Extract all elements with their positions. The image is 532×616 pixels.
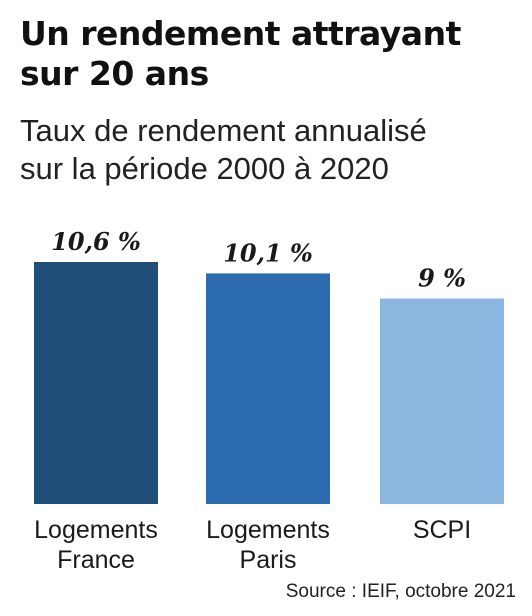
bar-value-label-2: 10,1 % [223,238,313,267]
chart-subtitle-line-2: sur la période 2000 à 2020 [20,151,389,186]
bar-3 [380,298,504,504]
bar-value-label-3: 9 % [418,264,466,293]
chart-subtitle-line-1: Taux de rendement annualisé [20,113,427,148]
chart-subtitle: Taux de rendement annualisé sur la pério… [20,112,520,188]
bar-value-label-1: 10,6 % [51,227,141,256]
chart-title: Un rendement attrayant sur 20 ans [20,14,520,94]
category-label-2-line-2: Paris [240,546,297,574]
chart-title-line-1: Un rendement attrayant [20,14,461,53]
category-label-3-line-1: SCPI [413,516,471,544]
category-label-1-line-2: France [57,546,135,574]
category-label-2-line-1: Logements [206,516,330,544]
chart-title-line-2: sur 20 ans [20,54,209,93]
source-note: Source : IEIF, octobre 2021 [285,581,516,602]
bar-2 [206,273,330,504]
category-label-1-line-1: Logements [34,516,158,544]
bar-1 [34,262,158,504]
